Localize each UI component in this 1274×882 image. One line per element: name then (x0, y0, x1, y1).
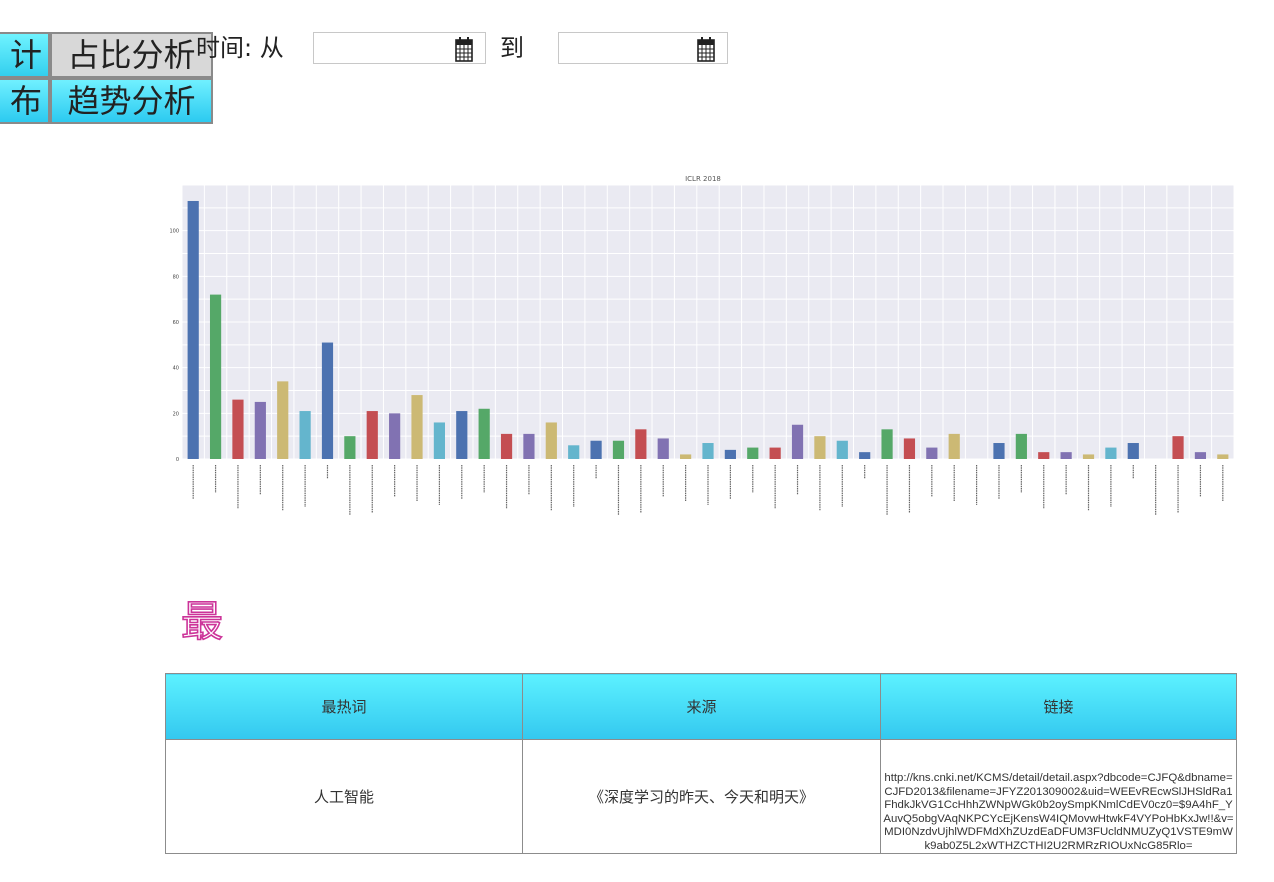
chart-bar (277, 381, 289, 459)
time-from-label: 时间: 从 (196, 34, 284, 62)
tab-ratio-analysis[interactable]: 占比分析 (50, 32, 213, 78)
end-date-box (558, 32, 728, 64)
chart-bar (568, 445, 580, 459)
tab-ratio-analysis-label: 占比分析 (67, 36, 196, 74)
header-source: 来源 (522, 673, 881, 740)
chart-bar (209, 294, 222, 459)
cell-link[interactable]: http://kns.cnki.net/KCMS/detail/detail.a… (880, 739, 1237, 854)
chart-bar (545, 422, 557, 459)
header-hot-word: 最热词 (165, 673, 523, 740)
chart-bar (299, 411, 311, 459)
chart-bar (1082, 454, 1095, 459)
chart-bar (456, 411, 468, 459)
chart-bar (478, 408, 490, 459)
tab-distribution-label: 布 (9, 82, 42, 120)
y-tick-label: 60 (173, 320, 179, 326)
chart-bar (836, 440, 848, 459)
tab-statistics-label: 计 (9, 36, 42, 74)
chart-bar (232, 399, 244, 459)
chart-bar (747, 447, 759, 459)
chart-bar (814, 436, 826, 459)
hot-glyph-icon: 最 (180, 597, 224, 643)
hot-glyph: 最 (181, 597, 223, 643)
chart-bar (881, 429, 893, 459)
table-row: 人工智能 《深度学习的昨天、今天和明天》 http://kns.cnki.net… (165, 739, 1237, 854)
tab-trend-analysis-label: 趋势分析 (67, 82, 196, 120)
chart-bar (926, 447, 938, 459)
calendar-icon[interactable] (697, 36, 715, 62)
chart-title: ICLR 2018 (685, 175, 721, 183)
cell-source: 《深度学习的昨天、今天和明天》 (522, 739, 881, 854)
start-date-box (313, 32, 486, 64)
chart-bar (389, 413, 401, 459)
chart-svg: ICLR 2018 100 80 60 40 20 0 (169, 175, 1235, 515)
chart-bar (903, 438, 916, 459)
cell-hot-word: 人工智能 (165, 739, 523, 854)
chart-bar (859, 452, 871, 459)
chart-bar (1060, 452, 1072, 459)
chart-bar (1127, 443, 1139, 459)
chart-bar (1194, 452, 1207, 459)
chart-bar (187, 200, 199, 459)
chart-bar (948, 433, 960, 459)
chart-bar (657, 438, 669, 459)
chart-bar (612, 440, 625, 459)
tab-trend-analysis[interactable]: 趋势分析 (50, 78, 213, 124)
chart-bar (590, 440, 602, 459)
chart-bar (1038, 452, 1050, 459)
chart-bar (411, 395, 423, 459)
chart-bar (769, 447, 781, 459)
y-tick-label: 20 (173, 411, 179, 417)
chart-bar (1015, 433, 1027, 459)
chart-bar (344, 436, 356, 459)
chart-bar (635, 429, 647, 459)
header-link: 链接 (880, 673, 1237, 740)
chart-bar (791, 424, 804, 459)
y-tick-label: 0 (176, 457, 179, 463)
chart-bar (1172, 436, 1184, 459)
tab-distribution[interactable]: 布 (0, 78, 50, 124)
chart-bar (500, 433, 513, 459)
tab-statistics[interactable]: 计 (0, 32, 50, 78)
y-tick-label: 80 (173, 274, 179, 280)
chart-bar (433, 422, 445, 459)
keyword-bar-chart: ICLR 2018 100 80 60 40 20 0 (168, 165, 1238, 585)
chart-bar (366, 411, 378, 459)
hot-words-table: 最热词 来源 链接 人工智能 《深度学习的昨天、今天和明天》 http://kn… (165, 673, 1237, 854)
table-header-row: 最热词 来源 链接 (165, 673, 1237, 740)
chart-bar (1105, 447, 1117, 459)
chart-bar (321, 342, 334, 459)
calendar-icon[interactable] (455, 36, 473, 62)
y-tick-label: 100 (169, 229, 179, 235)
time-to-label: 到 (500, 34, 524, 62)
chart-bar (523, 433, 535, 459)
chart-bar (680, 454, 692, 459)
chart-bar (1217, 454, 1229, 459)
chart-bar (702, 443, 714, 459)
chart-bar (724, 449, 736, 459)
y-tick-label: 40 (173, 366, 179, 372)
chart-bar (254, 401, 266, 459)
chart-bar (993, 443, 1005, 459)
